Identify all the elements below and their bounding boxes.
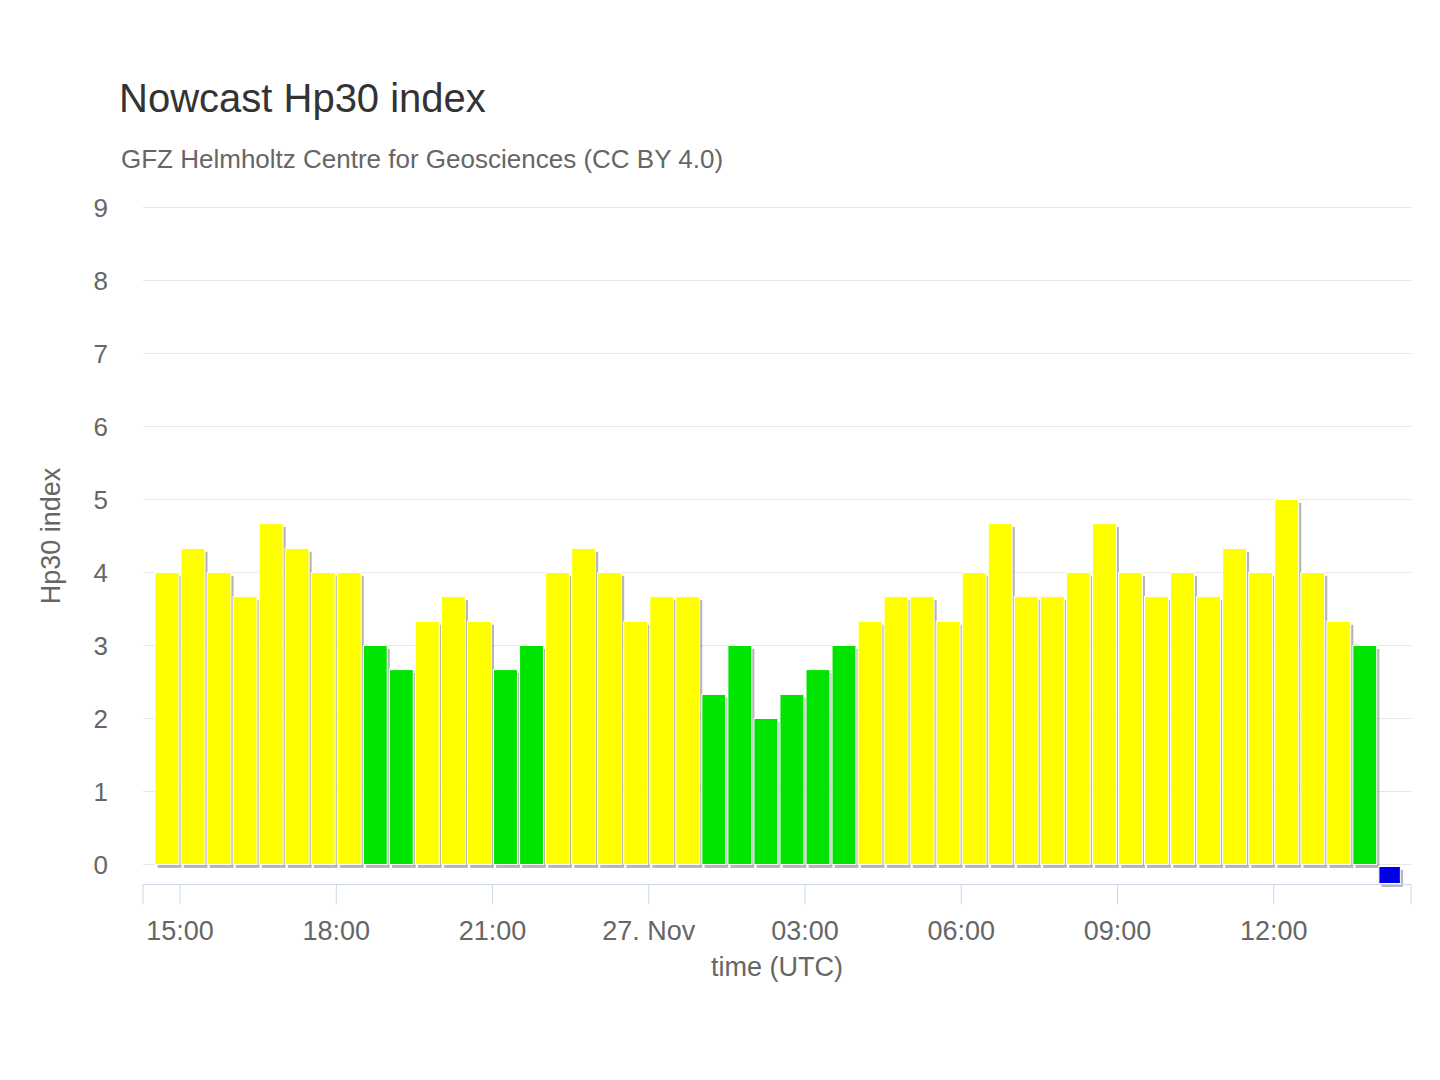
y-tick-label-0: 0	[94, 850, 108, 880]
bar-00:00[interactable]	[650, 597, 674, 865]
bar-06:30[interactable]	[988, 524, 1012, 865]
bar-18:30[interactable]	[363, 646, 387, 865]
bar-03:00[interactable]	[806, 670, 830, 865]
bar-20:30[interactable]	[467, 621, 491, 864]
bar-11:00[interactable]	[1223, 548, 1247, 864]
bar-09:00[interactable]	[1118, 573, 1142, 865]
bar-22:30[interactable]	[572, 548, 596, 864]
x-tick-label-12:00: 12:00	[1240, 916, 1308, 946]
y-tick-label-4: 4	[94, 558, 108, 588]
y-tick-label-3: 3	[94, 631, 108, 661]
x-tick-label-27. Nov: 27. Nov	[602, 916, 696, 946]
y-tick-label-8: 8	[94, 266, 108, 296]
bar-15:30[interactable]	[207, 573, 231, 865]
bar-22:00[interactable]	[546, 573, 570, 865]
y-tick-label-2: 2	[94, 704, 108, 734]
bar-01:00[interactable]	[702, 694, 726, 864]
bar-04:00[interactable]	[858, 621, 882, 864]
bar-05:30[interactable]	[936, 621, 960, 864]
bar-13:00[interactable]	[1327, 621, 1351, 864]
bar-21:30[interactable]	[520, 646, 544, 865]
y-tick-label-1: 1	[94, 777, 108, 807]
bar-02:30[interactable]	[780, 694, 804, 864]
bar-08:00[interactable]	[1066, 573, 1090, 865]
y-tick-label-6: 6	[94, 412, 108, 442]
y-tick-label-9: 9	[94, 193, 108, 223]
bar-21:00[interactable]	[494, 670, 518, 865]
bar-12:30[interactable]	[1301, 573, 1325, 865]
bar-23:30[interactable]	[624, 621, 648, 864]
x-tick-label-09:00: 09:00	[1084, 916, 1152, 946]
x-tick-label-21:00: 21:00	[459, 916, 527, 946]
bar-19:30[interactable]	[415, 621, 439, 864]
bar-09:30[interactable]	[1145, 597, 1169, 865]
bar-03:30[interactable]	[832, 646, 856, 865]
y-tick-label-5: 5	[94, 485, 108, 515]
bar-07:30[interactable]	[1040, 597, 1064, 865]
bar-04:30[interactable]	[884, 597, 908, 865]
bar-12:00[interactable]	[1275, 500, 1299, 865]
bar-10:30[interactable]	[1197, 597, 1221, 865]
bar-19:00[interactable]	[389, 670, 413, 865]
bar-17:00[interactable]	[285, 548, 309, 864]
bar-02:00[interactable]	[754, 719, 778, 865]
bar-08:30[interactable]	[1092, 524, 1116, 865]
x-tick-label-15:00: 15:00	[146, 916, 214, 946]
bar-16:00[interactable]	[233, 597, 257, 865]
x-tick-label-03:00: 03:00	[771, 916, 839, 946]
bar-05:00[interactable]	[910, 597, 934, 865]
bar-14:30[interactable]	[155, 573, 179, 865]
bar-17:30[interactable]	[311, 573, 335, 865]
bar-18:00[interactable]	[337, 573, 361, 865]
x-tick-label-06:00: 06:00	[927, 916, 995, 946]
y-tick-label-7: 7	[94, 339, 108, 369]
bar-23:00[interactable]	[598, 573, 622, 865]
bar-01:30[interactable]	[728, 646, 752, 865]
bar-10:00[interactable]	[1171, 573, 1195, 865]
bar-07:00[interactable]	[1014, 597, 1038, 865]
hp30-bar-chart: 0 1 2 3 4 5 6 7 8 9 15:00 18:00 21:00 27. Nov 03:00 06:…	[0, 0, 1440, 1080]
bar-11:30[interactable]	[1249, 573, 1273, 865]
chart-container: Nowcast Hp30 index GFZ Helmholtz Centre …	[0, 0, 1440, 1080]
bar-06:00[interactable]	[962, 573, 986, 865]
bar-16:30[interactable]	[259, 524, 283, 865]
bar-13:30[interactable]	[1353, 646, 1377, 865]
bar-15:00[interactable]	[181, 548, 205, 864]
bar-pending-14:00[interactable]	[1379, 867, 1401, 884]
x-tick-label-18:00: 18:00	[302, 916, 370, 946]
bar-00:30[interactable]	[676, 597, 700, 865]
bar-20:00[interactable]	[441, 597, 465, 865]
